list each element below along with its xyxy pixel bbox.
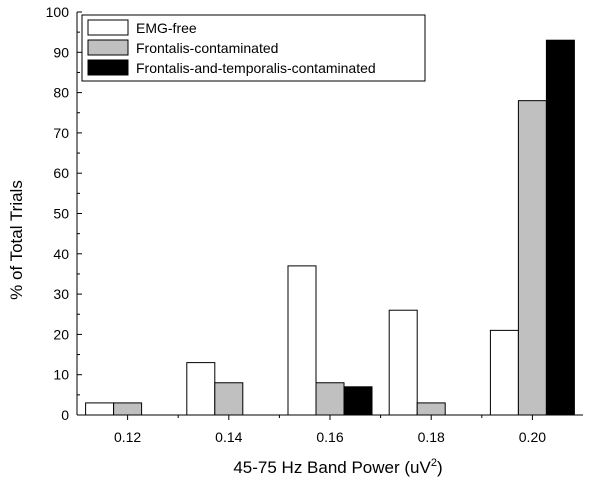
x-tick-label: 0.16 — [316, 429, 343, 445]
legend-label: EMG-free — [136, 20, 197, 36]
y-tick-label: 0 — [61, 407, 69, 423]
y-tick-label: 100 — [46, 4, 70, 20]
y-tick-label: 80 — [53, 85, 69, 101]
x-tick-label: 0.18 — [418, 429, 445, 445]
bar-emg-free — [186, 362, 216, 416]
bar-frontalis-contaminated — [416, 402, 446, 416]
bar-emg-free — [388, 309, 418, 416]
y-ticks: 0 10 20 30 40 50 60 70 80 90 100 — [46, 4, 82, 423]
legend-label: Frontalis-and-temporalis-contaminated — [136, 60, 376, 76]
bar-frontalis-contaminated — [214, 382, 244, 416]
y-tick-label: 50 — [53, 206, 69, 222]
x-tick-label: 0.12 — [114, 429, 141, 445]
x-ticks: 0.12 0.14 0.16 0.18 0.20 — [114, 415, 546, 445]
legend-swatch — [87, 39, 129, 56]
x-axis-label: 45-75 Hz Band Power (uV2) — [233, 457, 442, 477]
y-tick-label: 60 — [53, 165, 69, 181]
x-axis-label-superscript: 2 — [431, 457, 437, 469]
bar-emg-free — [85, 402, 115, 416]
x-axis-label-main: 45-75 Hz Band Power (uV — [233, 458, 431, 477]
y-tick-label: 70 — [53, 125, 69, 141]
y-tick-label: 30 — [53, 286, 69, 302]
x-axis-label-end: ) — [437, 458, 443, 477]
bar-frontalis-and-temporalis-contaminated — [343, 386, 373, 416]
y-tick-label: 40 — [53, 246, 69, 262]
bar-frontalis-and-temporalis-contaminated — [545, 39, 575, 416]
bar-frontalis-contaminated — [113, 402, 143, 416]
legend-swatch — [87, 59, 129, 76]
y-tick-label: 90 — [53, 44, 69, 60]
y-tick-label: 20 — [53, 326, 69, 342]
legend: EMG-free Frontalis-contaminated Frontalis-… — [81, 14, 426, 82]
bar-emg-free — [489, 329, 519, 416]
legend-box — [81, 14, 426, 82]
y-axis-label: % of Total Trials — [7, 180, 26, 300]
bar-frontalis-contaminated — [517, 100, 547, 416]
bar-frontalis-contaminated — [315, 382, 345, 416]
y-tick-label: 10 — [53, 367, 69, 383]
x-tick-label: 0.20 — [519, 429, 546, 445]
bar-emg-free — [287, 265, 317, 416]
legend-swatch — [87, 19, 129, 36]
legend-label: Frontalis-contaminated — [136, 40, 278, 56]
x-tick-label: 0.14 — [215, 429, 242, 445]
bars-layer — [85, 39, 575, 416]
